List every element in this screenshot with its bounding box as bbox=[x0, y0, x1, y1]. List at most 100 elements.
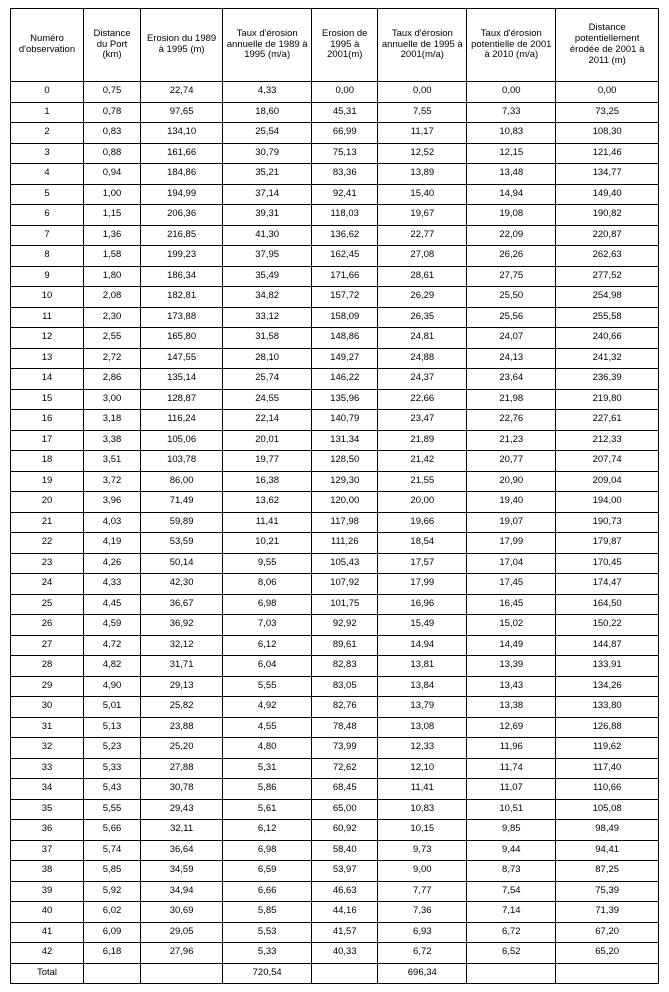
col-header-6: Taux d'érosion potentielle de 2001 à 201… bbox=[467, 9, 556, 82]
cell: 37,95 bbox=[223, 246, 312, 267]
cell: 144,87 bbox=[556, 635, 659, 656]
table-row: 20,83134,1025,5466,9911,1710,83108,30 bbox=[11, 123, 659, 144]
cell: 6,52 bbox=[467, 943, 556, 964]
cell: 22,77 bbox=[378, 225, 467, 246]
cell: 98,49 bbox=[556, 820, 659, 841]
cell: 21,23 bbox=[467, 430, 556, 451]
table-row: 00,7522,744,330,000,000,000,00 bbox=[11, 82, 659, 103]
cell: 12,52 bbox=[378, 143, 467, 164]
cell: 3,00 bbox=[84, 389, 141, 410]
cell: 25,20 bbox=[141, 738, 223, 759]
table-row: 183,51103,7819,77128,5021,4220,77207,74 bbox=[11, 451, 659, 472]
cell: 13,43 bbox=[467, 676, 556, 697]
cell: 190,82 bbox=[556, 205, 659, 226]
cell: 6 bbox=[11, 205, 84, 226]
total-cell bbox=[84, 963, 141, 984]
cell: 33,12 bbox=[223, 307, 312, 328]
cell: 92,41 bbox=[312, 184, 378, 205]
cell: 149,40 bbox=[556, 184, 659, 205]
cell: 6,12 bbox=[223, 820, 312, 841]
cell: 20,90 bbox=[467, 471, 556, 492]
cell: 111,26 bbox=[312, 533, 378, 554]
cell: 39 bbox=[11, 881, 84, 902]
table-row: 274,7232,126,1289,6114,9414,49144,87 bbox=[11, 635, 659, 656]
cell: 30,78 bbox=[141, 779, 223, 800]
table-row: 395,9234,946,6646,637,777,5475,39 bbox=[11, 881, 659, 902]
cell: 36,67 bbox=[141, 594, 223, 615]
cell: 24,13 bbox=[467, 348, 556, 369]
col-header-1: Distance du Port (km) bbox=[84, 9, 141, 82]
cell: 40 bbox=[11, 902, 84, 923]
cell: 6,72 bbox=[467, 922, 556, 943]
cell: 13,81 bbox=[378, 656, 467, 677]
cell: 207,74 bbox=[556, 451, 659, 472]
cell: 67,20 bbox=[556, 922, 659, 943]
cell: 5,66 bbox=[84, 820, 141, 841]
cell: 16,45 bbox=[467, 594, 556, 615]
cell: 3,18 bbox=[84, 410, 141, 431]
cell: 23,47 bbox=[378, 410, 467, 431]
table-row: 203,9671,4913,62120,0020,0019,40194,00 bbox=[11, 492, 659, 513]
cell: 157,72 bbox=[312, 287, 378, 308]
cell: 5,92 bbox=[84, 881, 141, 902]
cell: 4,80 bbox=[223, 738, 312, 759]
cell: 37 bbox=[11, 840, 84, 861]
table-row: 294,9029,135,5583,0513,8413,43134,26 bbox=[11, 676, 659, 697]
cell: 184,86 bbox=[141, 164, 223, 185]
cell: 13,62 bbox=[223, 492, 312, 513]
table-row: 122,55165,8031,58148,8624,8124,07240,66 bbox=[11, 328, 659, 349]
cell: 66,99 bbox=[312, 123, 378, 144]
cell: 23,88 bbox=[141, 717, 223, 738]
cell: 22,09 bbox=[467, 225, 556, 246]
cell: 171,66 bbox=[312, 266, 378, 287]
cell: 4,33 bbox=[84, 574, 141, 595]
cell: 10,83 bbox=[378, 799, 467, 820]
cell: 75,13 bbox=[312, 143, 378, 164]
cell: 135,96 bbox=[312, 389, 378, 410]
cell: 15 bbox=[11, 389, 84, 410]
cell: 15,02 bbox=[467, 615, 556, 636]
cell: 3,51 bbox=[84, 451, 141, 472]
cell: 14,49 bbox=[467, 635, 556, 656]
cell: 26,26 bbox=[467, 246, 556, 267]
cell: 182,81 bbox=[141, 287, 223, 308]
cell: 0,00 bbox=[467, 82, 556, 103]
cell: 4 bbox=[11, 164, 84, 185]
cell: 86,00 bbox=[141, 471, 223, 492]
cell: 6,66 bbox=[223, 881, 312, 902]
cell: 5,33 bbox=[84, 758, 141, 779]
cell: 42,30 bbox=[141, 574, 223, 595]
cell: 7,54 bbox=[467, 881, 556, 902]
cell: 0,83 bbox=[84, 123, 141, 144]
cell: 0,94 bbox=[84, 164, 141, 185]
cell: 25,50 bbox=[467, 287, 556, 308]
cell: 3,96 bbox=[84, 492, 141, 513]
cell: 186,34 bbox=[141, 266, 223, 287]
cell: 116,24 bbox=[141, 410, 223, 431]
table-row: 193,7286,0016,38129,3021,5520,90209,04 bbox=[11, 471, 659, 492]
table-row: 244,3342,308,06107,9217,9917,45174,47 bbox=[11, 574, 659, 595]
cell: 5,01 bbox=[84, 697, 141, 718]
cell: 174,47 bbox=[556, 574, 659, 595]
cell: 13,89 bbox=[378, 164, 467, 185]
cell: 220,87 bbox=[556, 225, 659, 246]
cell: 7,33 bbox=[467, 102, 556, 123]
cell: 6,72 bbox=[378, 943, 467, 964]
cell: 2,72 bbox=[84, 348, 141, 369]
cell: 73,99 bbox=[312, 738, 378, 759]
table-row: 91,80186,3435,49171,6628,6127,75277,52 bbox=[11, 266, 659, 287]
cell: 5,86 bbox=[223, 779, 312, 800]
cell: 136,62 bbox=[312, 225, 378, 246]
cell: 23,64 bbox=[467, 369, 556, 390]
cell: 13,79 bbox=[378, 697, 467, 718]
cell: 23 bbox=[11, 553, 84, 574]
cell: 16 bbox=[11, 410, 84, 431]
cell: 14,94 bbox=[467, 184, 556, 205]
cell: 4,26 bbox=[84, 553, 141, 574]
cell: 41,30 bbox=[223, 225, 312, 246]
cell: 27,75 bbox=[467, 266, 556, 287]
table-row: 214,0359,8911,41117,9819,6619,07190,73 bbox=[11, 512, 659, 533]
cell: 25 bbox=[11, 594, 84, 615]
cell: 30,69 bbox=[141, 902, 223, 923]
cell: 24,07 bbox=[467, 328, 556, 349]
